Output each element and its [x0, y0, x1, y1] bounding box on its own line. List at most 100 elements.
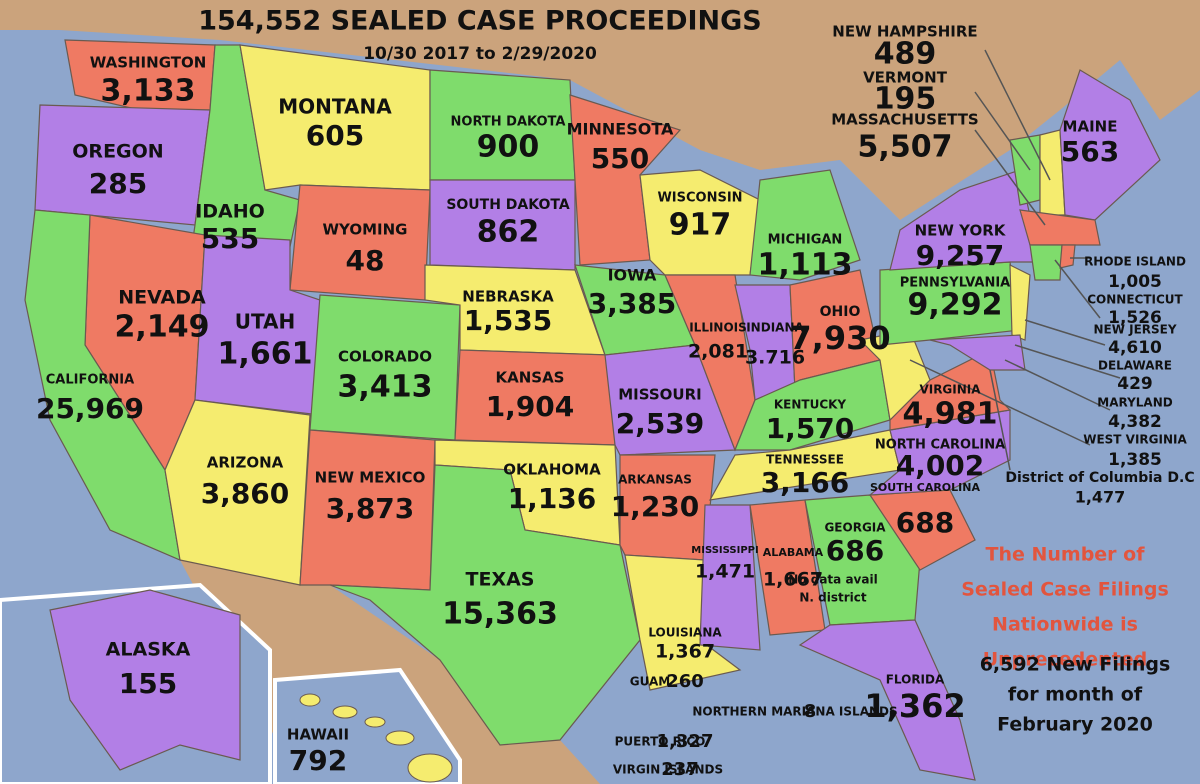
region-name: IDAHO [195, 201, 265, 223]
region-count: 4,981 [903, 397, 998, 432]
region-count: 48 [346, 244, 385, 277]
region-count: 1,477 [1075, 488, 1126, 507]
region-count: 155 [119, 667, 177, 700]
region-name: NEVADA [118, 287, 206, 309]
region-name: MICHIGAN [768, 233, 843, 248]
region-count: 1,570 [766, 412, 855, 445]
region-count: 2,081 [688, 341, 748, 363]
region-count: 2,149 [115, 310, 210, 345]
statement-line: Nationwide is [992, 614, 1138, 636]
region-count: 1,385 [1108, 450, 1162, 470]
region-count: 15,363 [442, 597, 558, 632]
region-name: ARIZONA [207, 454, 284, 472]
region-count: 1,904 [486, 390, 575, 423]
region-name: District of Columbia D.C [1005, 470, 1194, 486]
region-name: LOUISIANA [648, 626, 722, 640]
region-name: NEW JERSEY [1093, 323, 1176, 337]
alaska [49, 589, 241, 771]
region-name: MARYLAND [1097, 396, 1172, 410]
region-name: WISCONSIN [657, 191, 742, 206]
territory-count: 237 [661, 759, 699, 780]
region-name: TEXAS [466, 569, 535, 591]
region-count: 9,292 [908, 288, 1003, 323]
region-count: 3,385 [588, 287, 677, 320]
region-name: VIRGINIA [919, 383, 981, 397]
region-count: 1,661 [218, 337, 313, 372]
region-count: 605 [306, 119, 364, 152]
monthly-note: for month of [1008, 684, 1143, 706]
region-name: NEW MEXICO [315, 469, 426, 487]
region-count: 7,930 [789, 319, 890, 357]
region-count: 1,535 [464, 304, 553, 337]
leader-lines [909, 49, 1121, 471]
region-name: CONNECTICUT [1087, 293, 1183, 307]
states [24, 39, 1161, 781]
region-name: MASSACHUSETTS [831, 111, 978, 129]
region-name: OHIO [820, 304, 861, 320]
region-name: MISSOURI [618, 386, 702, 404]
territory-count: 8 [804, 701, 817, 722]
region-name: IOWA [608, 266, 657, 285]
region-count: 792 [289, 744, 347, 777]
region-name: UTAH [235, 310, 296, 334]
title: 154,552 SEALED CASE PROCEEDINGS [198, 6, 762, 37]
region-count: 2,539 [616, 407, 705, 440]
statement-line: The Number of [985, 544, 1145, 566]
region-name: PENNSYLVANIA [900, 276, 1010, 291]
region-name: GEORGIA [824, 521, 886, 535]
region-name: MISSISSIPPI [691, 545, 758, 556]
region-count: 900 [477, 130, 540, 165]
region-name: OREGON [72, 141, 163, 163]
region-count: 550 [591, 142, 649, 175]
region-count: 3,413 [338, 370, 433, 405]
region-name: WEST VIRGINIA [1083, 433, 1187, 447]
region-name: ARKANSAS [618, 473, 692, 487]
monthly-note: February 2020 [997, 714, 1153, 736]
hawaii-inset [273, 667, 462, 784]
statement-line: Sealed Case Filings [961, 579, 1169, 601]
region-count: 1,471 [695, 561, 755, 583]
region-name: COLORADO [338, 348, 432, 366]
hawaii [299, 693, 453, 783]
region-name: NEW HAMPSHIRE [832, 23, 977, 41]
region-count: 1,526 [1108, 308, 1162, 328]
territory-count: 1,327 [657, 731, 714, 752]
region-count: 917 [669, 208, 732, 243]
region-name: NORTH DAKOTA [451, 115, 566, 130]
region-name: TENNESSEE [766, 453, 844, 467]
region-count: 285 [89, 167, 147, 200]
region-count: 1,230 [611, 490, 700, 523]
region-count: 3,873 [326, 492, 415, 525]
region-count: 563 [1061, 135, 1119, 168]
territory-name: GUAM [630, 675, 670, 689]
region-name: VERMONT [863, 69, 948, 87]
region-count: 1,005 [1108, 272, 1162, 292]
region-name: NEBRASKA [462, 288, 554, 306]
region-count: 9,257 [916, 239, 1005, 272]
region-name: NEW YORK [915, 222, 1007, 240]
region-name: SOUTH CAROLINA [870, 481, 980, 494]
region-name: MONTANA [278, 95, 392, 119]
territory-count: 260 [666, 671, 704, 692]
region-count: 1,667 [763, 569, 823, 591]
region-name: ILLINOIS [689, 321, 747, 335]
region-count: 4,002 [896, 449, 985, 482]
region-name: MINNESOTA [567, 120, 674, 139]
region-name: RHODE ISLAND [1084, 255, 1186, 269]
region-name: KENTUCKY [774, 398, 847, 412]
territory-name: NORTHERN MARIANA ISLANDS [692, 705, 897, 719]
labels: WASHINGTON3,133OREGON285IDAHO535MONTANA6… [36, 23, 1195, 781]
region-name: WYOMING [323, 221, 408, 239]
region-count: 25,969 [36, 392, 144, 425]
canada [0, 0, 1200, 220]
region-name: OKLAHOMA [503, 461, 601, 479]
region-name: CALIFORNIA [46, 373, 134, 388]
region-name: ALABAMA [763, 546, 824, 559]
georgia-note: No data avail [788, 573, 877, 587]
region-count: 3.716 [745, 347, 805, 369]
region-count: 429 [1117, 374, 1153, 394]
region-count: 3,860 [201, 477, 290, 510]
region-name: INDIANA [746, 321, 804, 335]
georgia-note: N. district [799, 591, 867, 605]
